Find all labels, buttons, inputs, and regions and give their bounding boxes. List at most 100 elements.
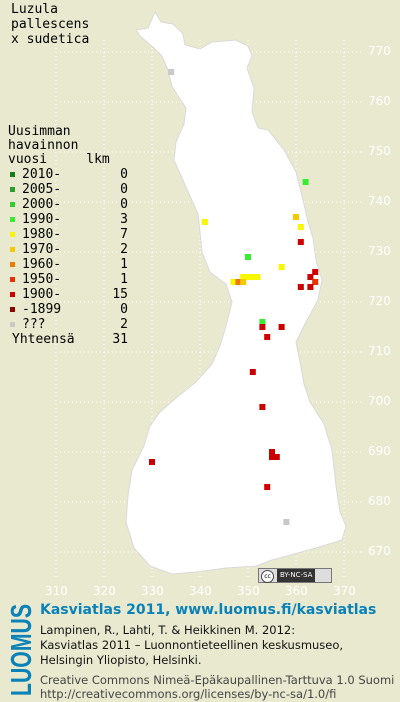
legend-count: 2: [120, 242, 128, 257]
legend-label: 2000-: [22, 197, 62, 212]
legend-label: 1960-: [22, 257, 62, 272]
observation-point: [293, 214, 299, 220]
legend-label: -1899: [22, 302, 62, 317]
x-axis-tick-label: 360: [285, 584, 308, 598]
legend-count: 1: [120, 272, 128, 287]
legend-swatch: [10, 172, 15, 177]
legend-count: 0: [120, 197, 128, 212]
legend-count: 15: [112, 287, 128, 302]
legend-row: 1900- 15: [8, 287, 128, 302]
y-axis-tick-label: 680: [368, 494, 391, 508]
legend-total-count: 31: [112, 332, 128, 347]
observation-point: [240, 279, 247, 285]
legend-swatch: [10, 292, 15, 297]
legend-row: 1990- 3: [8, 212, 128, 227]
atlas-link[interactable]: Kasviatlas 2011, www.luomus.fi/kasviatla…: [40, 602, 377, 618]
legend-row: 1960- 1: [8, 257, 128, 272]
legend-label: 1980-: [22, 227, 62, 242]
legend-row: 1970- 2: [8, 242, 128, 257]
legend-row: ??? 2: [8, 317, 128, 332]
legend-swatch: [10, 322, 15, 327]
observation-point: [168, 69, 175, 75]
legend-count: 1: [120, 257, 128, 272]
observation-point: [249, 274, 256, 280]
observation-point: [254, 274, 261, 280]
legend-label: 1990-: [22, 212, 62, 227]
y-axis-tick-label: 770: [368, 44, 391, 58]
legend-swatch: [10, 217, 15, 222]
cc-badge-label: BY-NC-SA: [277, 569, 316, 582]
observation-point: [269, 449, 275, 455]
x-axis-tick-label: 310: [45, 584, 68, 598]
legend-label: 1950-: [22, 272, 62, 287]
legend-count: 0: [120, 302, 128, 317]
observation-points: [149, 69, 319, 525]
observation-point: [240, 274, 247, 280]
legend-heading: Uusimman havainnon vuosi lkm: [8, 124, 110, 167]
legend-swatch: [10, 307, 15, 312]
legend-swatch: [10, 232, 15, 237]
legend-label: 1970-: [22, 242, 62, 257]
y-axis-tick-label: 760: [368, 94, 391, 108]
species-title: Luzula pallescens x sudetica: [11, 2, 90, 47]
finland-map: [55, 10, 362, 580]
y-axis-tick-label: 720: [368, 294, 391, 308]
y-axis-tick-label: 750: [368, 144, 391, 158]
cc-license-badge[interactable]: cc BY-NC-SA: [258, 568, 332, 583]
observation-point: [312, 269, 319, 275]
observation-point: [235, 279, 242, 285]
legend-count: 0: [120, 182, 128, 197]
legend-swatch: [10, 202, 15, 207]
legend-row: 1950- 1: [8, 272, 128, 287]
observation-point: [278, 324, 285, 330]
legend-swatch: [10, 277, 15, 282]
observation-point: [245, 254, 251, 260]
observation-point: [230, 279, 237, 285]
observation-point: [273, 454, 280, 460]
legend-total-row: Yhteensä 31: [8, 332, 128, 347]
legend-total-label: Yhteensä: [12, 332, 75, 347]
legend-label: 1900-: [22, 287, 62, 302]
observation-point: [269, 454, 275, 460]
observation-point: [302, 179, 309, 185]
legend-count: 3: [120, 212, 128, 227]
observation-point: [259, 324, 266, 330]
y-axis-tick-label: 710: [368, 344, 391, 358]
luomus-logo: LUOMUS: [6, 604, 36, 696]
x-axis-tick-label: 350: [237, 584, 260, 598]
observation-point: [259, 319, 266, 325]
legend-count: 2: [120, 317, 128, 332]
citation-line-2: Kasviatlas 2011 – Luonnontieteellinen ke…: [40, 638, 344, 652]
observation-point: [307, 284, 314, 290]
legend-swatch: [10, 247, 15, 252]
observation-point: [264, 484, 271, 490]
cc-icon: cc: [261, 570, 274, 583]
citation-line-1: Lampinen, R., Lahti, T. & Heikkinen M. 2…: [40, 623, 296, 637]
legend-label: 2010-: [22, 167, 62, 182]
citation-line-3: Helsingin Yliopisto, Helsinki.: [40, 653, 202, 667]
legend-swatch: [10, 187, 15, 192]
license-url[interactable]: http://creativecommons.org/licenses/by-n…: [40, 687, 337, 701]
x-axis-tick-label: 320: [93, 584, 116, 598]
observation-point: [297, 239, 304, 245]
finland-outline: [125, 10, 347, 575]
legend-row: 2010- 0: [8, 167, 128, 182]
legend-swatch: [10, 262, 15, 267]
legend-count: 0: [120, 167, 128, 182]
observation-point: [259, 404, 266, 410]
legend-row: 2000- 0: [8, 197, 128, 212]
observation-point: [149, 459, 155, 465]
legend-label: 2005-: [22, 182, 62, 197]
legend-row: -1899 0: [8, 302, 128, 317]
observation-point: [249, 369, 256, 375]
legend-rows: 2010- 0 2005- 0 2000- 0 1990- 3 1980- 7 1970- 2 1960…: [8, 167, 128, 332]
observation-point: [201, 219, 208, 225]
legend: Uusimman havainnon vuosi lkm 2010- 0 2005-…: [8, 124, 128, 348]
x-axis-tick-label: 370: [333, 584, 356, 598]
map-area: Luzula pallescens x sudetica Uusimman ha…: [8, 2, 391, 598]
y-axis-tick-label: 670: [368, 544, 391, 558]
license-text: Creative Commons Nimeä-Epäkaupallinen-Ta…: [40, 673, 395, 687]
observation-point: [297, 224, 304, 230]
observation-point: [245, 274, 251, 280]
x-axis-tick-label: 330: [141, 584, 164, 598]
